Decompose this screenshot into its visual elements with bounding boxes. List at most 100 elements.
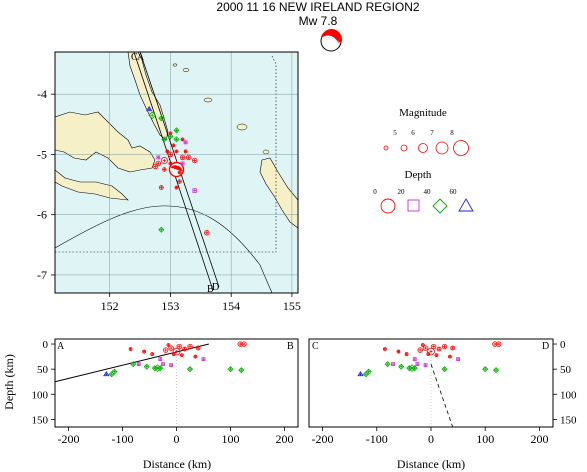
- section-event-mark: [384, 361, 391, 368]
- legend-depth-20-symbol: [407, 199, 420, 212]
- legend-depth-40: 40: [424, 188, 432, 196]
- section-event-mark: [412, 357, 417, 362]
- section-event-mark: [187, 343, 193, 350]
- section-event-mark: [496, 341, 502, 347]
- section-event-mark: [186, 366, 194, 373]
- section-AB-right-label: B: [287, 341, 294, 352]
- section-event-mark: [195, 345, 201, 351]
- legend-mag-8-circle: [435, 141, 449, 155]
- map-event-mark: [192, 188, 197, 193]
- section-event-mark: [417, 347, 423, 353]
- map-event-mark: [173, 127, 180, 134]
- section-event-mark: [411, 365, 418, 372]
- map-event-mark: [162, 167, 167, 172]
- legend-mag-6: 6: [411, 129, 415, 137]
- section-event-mark: [179, 353, 184, 357]
- section-event-mark: [193, 354, 198, 359]
- section-event-mark: [482, 366, 489, 373]
- section-event-mark: [427, 347, 435, 356]
- section-event-mark: [441, 366, 448, 373]
- map-xtick-label: 155: [283, 299, 301, 313]
- section-event-mark: [158, 357, 163, 362]
- section-event-mark: [415, 362, 420, 367]
- legend-mag-5: 5: [393, 129, 397, 137]
- section-xtick-label: 0: [428, 432, 434, 446]
- section-event-mark: [426, 352, 431, 356]
- legend-mag-7: 7: [430, 129, 434, 137]
- mechanism-label: Mw 7.8: [299, 14, 338, 28]
- map-event-mark: [158, 115, 165, 122]
- section-CD-left-label: C: [312, 341, 319, 352]
- section-event-mark: [172, 347, 181, 356]
- section-ytick-label: 0: [560, 339, 566, 351]
- section-ytick-label: 150: [560, 414, 577, 426]
- section-event-mark: [136, 362, 141, 367]
- map-event-mark: [171, 143, 176, 148]
- section-frame: [308, 338, 554, 428]
- map-event-mark: [161, 136, 168, 143]
- map-xtick-label: 154: [222, 299, 240, 313]
- map-event-mark: [155, 160, 161, 167]
- map-xtick-label: 153: [161, 299, 179, 313]
- map-event-mark: [168, 161, 173, 166]
- section-event-mark: [176, 343, 182, 350]
- section-event-mark: [182, 346, 187, 352]
- map-event-mark: [165, 149, 170, 154]
- map-event-mark: [174, 185, 179, 190]
- legend-depth-60-symbol: [458, 198, 474, 212]
- section-event-mark: [162, 347, 169, 353]
- section-xtick-label: -200: [58, 432, 80, 446]
- map-event-mark: [167, 133, 174, 140]
- map-event-mark: [183, 149, 188, 154]
- section-xtick-label: -100: [366, 432, 388, 446]
- profile-label-B: B: [207, 284, 214, 295]
- section-event-mark: [157, 365, 164, 372]
- section-event-mark: [238, 367, 245, 374]
- section-ytick-label: 100: [560, 389, 577, 401]
- map-ytick-label: -7: [37, 268, 47, 282]
- section-xtick-label: 100: [476, 432, 494, 446]
- map-ytick-label: -5: [37, 147, 47, 161]
- map-event-mark: [160, 156, 168, 164]
- map-event-mark: [158, 185, 164, 190]
- map-event-mark: [145, 105, 153, 112]
- profile-label-D: D: [212, 282, 219, 293]
- map-event-mark: [192, 157, 198, 164]
- section-event-mark: [166, 343, 171, 347]
- section-event-mark: [237, 341, 243, 347]
- section-event-mark: [241, 341, 247, 347]
- section-event-mark: [357, 370, 364, 377]
- map-event-marks: [145, 105, 210, 236]
- section-ytick-label: 50: [560, 364, 572, 376]
- y-axis-label: Depth (km): [2, 354, 16, 410]
- figure-title: 2000 11 16 NEW IRELAND REGION2: [216, 0, 420, 14]
- section-event-mark: [431, 343, 437, 350]
- x-axis-label-AB: Distance (km): [143, 457, 211, 471]
- map-event-mark: [152, 163, 158, 170]
- legend-depth-60: 60: [450, 188, 458, 196]
- section-event-mark: [103, 370, 110, 377]
- section-CD-right-label: D: [542, 341, 549, 352]
- cross-section-AB: -200 -100 0 100 200 0 50 100 150: [32, 338, 299, 446]
- profile-label-A: A: [137, 52, 145, 63]
- map-event-mark: [179, 154, 186, 161]
- legend-depth-20: 20: [398, 188, 406, 196]
- legend-depth-40-symbol: [432, 198, 448, 214]
- section-event-mark: [420, 343, 425, 347]
- section-event-mark: [171, 352, 176, 356]
- section-event-mark: [396, 349, 401, 354]
- map-event-mark: [148, 111, 157, 120]
- section-event-mark: [493, 367, 500, 374]
- section-ytick-label: 100: [32, 389, 49, 401]
- section-xtick-label: -200: [312, 432, 334, 446]
- map-land: [55, 52, 298, 293]
- section-event-mark: [383, 347, 387, 351]
- section-event-mark: [227, 366, 234, 373]
- section-event-mark: [450, 345, 456, 351]
- map-ytick-label: -4: [37, 87, 47, 101]
- map-event-mark: [167, 151, 174, 158]
- section-event-mark: [151, 365, 158, 372]
- section-AB-left-label: A: [57, 341, 65, 352]
- section-xtick-label: -100: [112, 432, 134, 446]
